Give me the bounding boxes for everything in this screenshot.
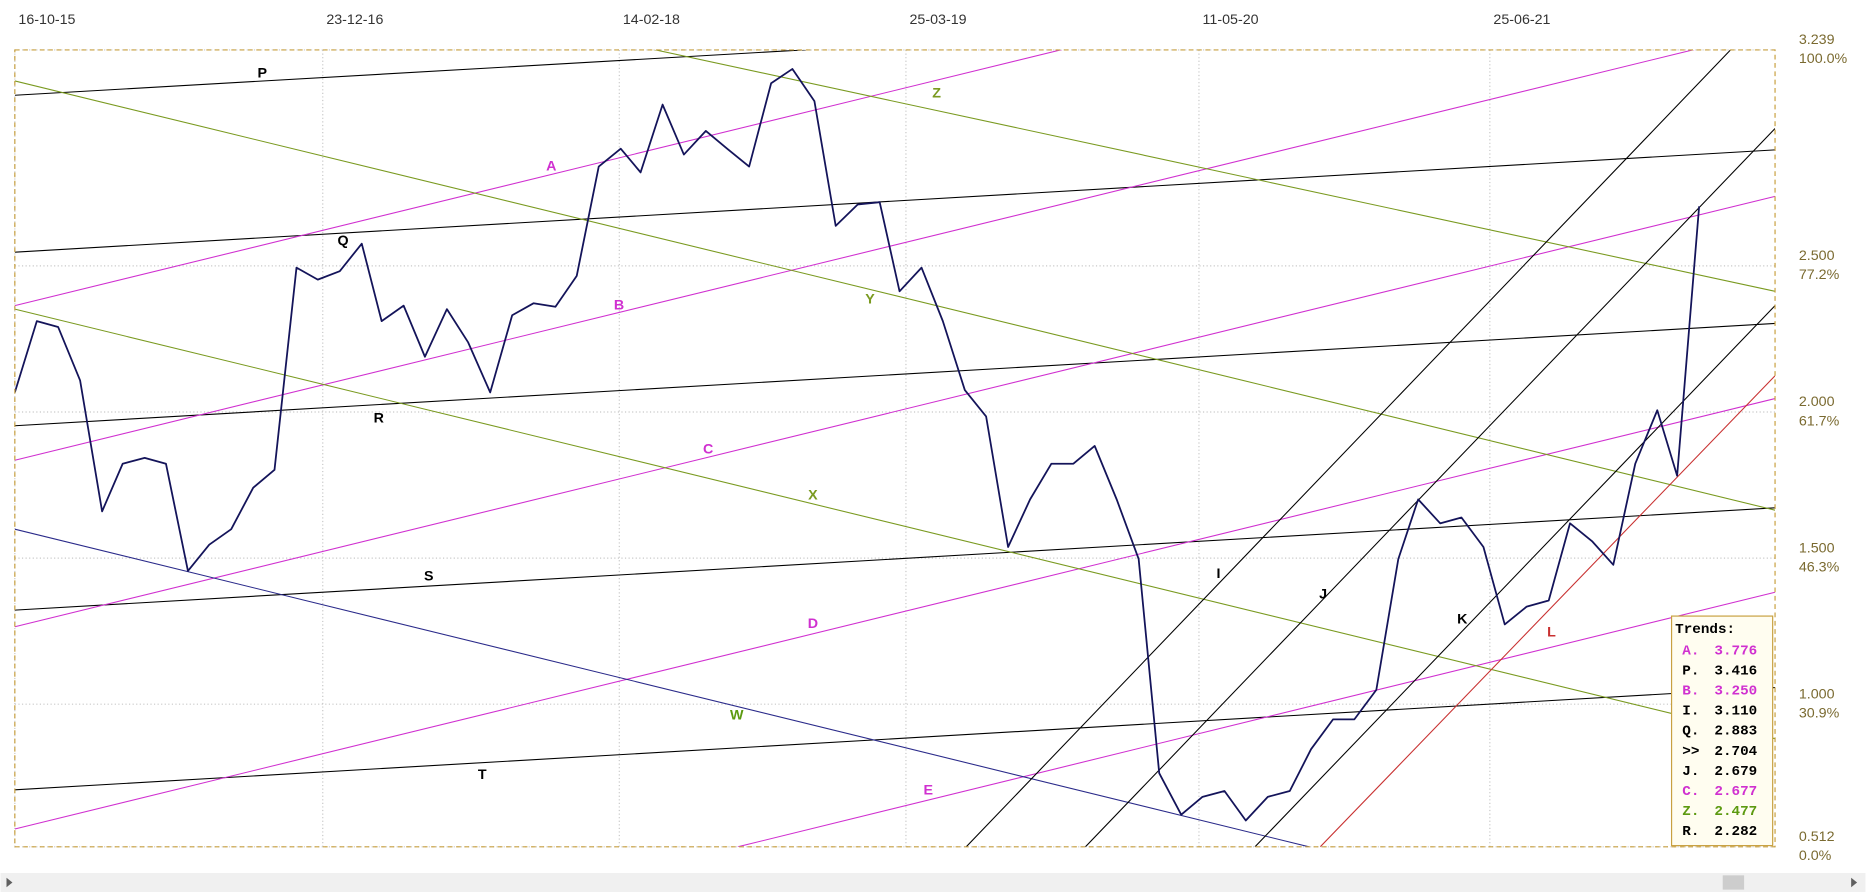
x-tick-label: 14-02-18 <box>623 12 680 28</box>
legend-label: J. <box>1682 764 1699 780</box>
trend-label: S <box>424 569 434 585</box>
y-tick-label: 2.500 <box>1799 248 1835 264</box>
trend-label: L <box>1547 624 1556 640</box>
trend-line <box>965 49 1732 847</box>
legend-title: Trends: <box>1675 622 1735 638</box>
legend-label: I. <box>1682 704 1699 720</box>
trend-line <box>1319 375 1776 847</box>
legend-value: 2.679 <box>1714 764 1757 780</box>
trend-line <box>14 528 1310 847</box>
trend-label: X <box>808 488 818 504</box>
trends-panel: Trends: A. 3.776 P. 3.416 B. 3.250 I. 3.110 Q. 2.… <box>1670 615 1774 847</box>
scroll-right[interactable] <box>1851 877 1858 888</box>
scrollbar[interactable] <box>0 872 1866 892</box>
trend-label: Y <box>865 291 875 307</box>
trend-label: D <box>808 616 818 632</box>
y-tick-pct-label: 100.0% <box>1799 51 1848 67</box>
trend-label: E <box>923 783 933 799</box>
trend-line <box>14 149 1776 253</box>
legend-label: R. <box>1682 824 1699 840</box>
y-tick-label: 1.000 <box>1799 686 1835 702</box>
y-tick-label: 1.500 <box>1799 540 1835 556</box>
legend-label: P. <box>1682 663 1699 679</box>
y-tick-pct-label: 77.2% <box>1799 267 1840 283</box>
y-tick-label: 3.239 <box>1799 32 1835 48</box>
scroll-track[interactable] <box>0 872 1866 892</box>
legend-value: 3.250 <box>1714 684 1757 700</box>
trend-label: A <box>546 158 556 174</box>
x-tick-label: 16-10-15 <box>18 12 75 28</box>
trend-lines <box>14 49 1776 847</box>
trend-label: K <box>1457 611 1468 627</box>
legend-value: 2.883 <box>1714 724 1757 740</box>
legend-value: 2.477 <box>1714 804 1757 820</box>
trend-label: J <box>1319 586 1327 602</box>
legend-value: 2.282 <box>1714 824 1757 840</box>
trend-line <box>1085 128 1776 847</box>
trend-line <box>737 591 1776 847</box>
scroll-thumb[interactable] <box>1722 875 1745 890</box>
trend-label: W <box>730 708 744 724</box>
trend-label: B <box>614 297 624 313</box>
trend-label: Z <box>932 86 941 102</box>
legend-label: Q. <box>1682 724 1699 740</box>
trend-label: Q <box>338 233 349 249</box>
y-tick-label: 2.000 <box>1799 394 1835 410</box>
legend-value: 3.776 <box>1714 643 1757 659</box>
y-tick-pct-label: 61.7% <box>1799 413 1840 429</box>
trend-line <box>14 507 1776 611</box>
trend-line <box>14 308 1776 740</box>
legend-value: 3.110 <box>1714 704 1757 720</box>
y-tick-label: 0.512 <box>1799 829 1835 845</box>
legend-value: 3.416 <box>1714 663 1757 679</box>
trend-line <box>14 195 1776 628</box>
plot-frame <box>14 49 1776 848</box>
trend-label: I <box>1216 566 1220 582</box>
x-tick-label: 25-06-21 <box>1493 12 1550 28</box>
legend-label: C. <box>1682 784 1699 800</box>
legend-label: Z. <box>1682 804 1699 820</box>
y-tick-pct-label: 0.0% <box>1799 848 1832 864</box>
trend-line <box>14 49 813 96</box>
scroll-left[interactable] <box>6 877 13 888</box>
legend-label: A. <box>1682 643 1699 659</box>
trend-line <box>14 322 1776 427</box>
x-tick-label: 11-05-20 <box>1203 12 1259 28</box>
x-tick-label: 25-03-19 <box>910 12 967 28</box>
trend-line <box>14 687 1776 791</box>
labels: 16-10-15 23-12-16 14-02-18 25-03-19 11-05-20… <box>18 12 1847 864</box>
legend-label: B. <box>1682 684 1699 700</box>
legend-label: >> <box>1682 744 1699 760</box>
price-layer <box>14 68 1701 822</box>
legend-value: 2.677 <box>1714 784 1757 800</box>
trend-line <box>1254 305 1776 847</box>
y-tick-pct-label: 30.9% <box>1799 705 1840 721</box>
trend-line <box>14 49 1695 461</box>
trend-line <box>14 80 1776 511</box>
trend-label: T <box>478 767 487 783</box>
trend-line <box>14 49 1063 307</box>
trend-line <box>653 49 1776 292</box>
trend-line <box>14 398 1776 830</box>
y-tick-pct-label: 46.3% <box>1799 559 1840 575</box>
trend-label: R <box>374 410 385 426</box>
legend-box <box>1670 615 1774 847</box>
trend-label: C <box>703 441 713 457</box>
legend-value: 2.704 <box>1714 744 1757 760</box>
x-tick-label: 23-12-16 <box>326 12 383 28</box>
price-line <box>14 68 1701 822</box>
trend-label: P <box>257 66 267 82</box>
